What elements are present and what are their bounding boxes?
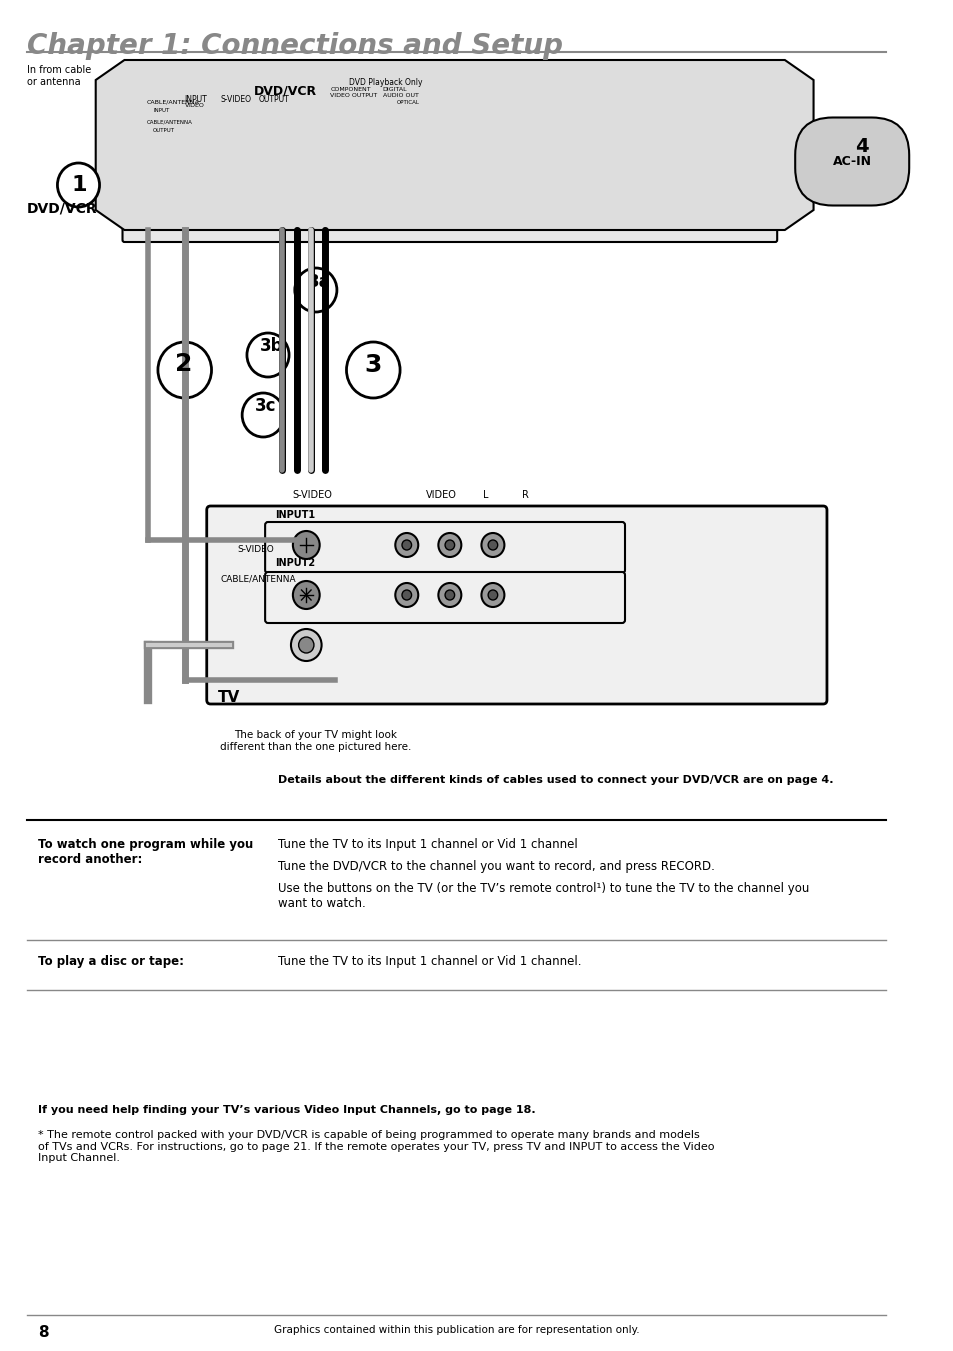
- Text: DIGITAL
AUDIO OUT: DIGITAL AUDIO OUT: [382, 86, 418, 97]
- Circle shape: [395, 534, 417, 557]
- FancyBboxPatch shape: [122, 118, 777, 242]
- Text: In from cable
or antenna: In from cable or antenna: [27, 65, 91, 86]
- Circle shape: [401, 540, 411, 550]
- Text: Chapter 1: Connections and Setup: Chapter 1: Connections and Setup: [27, 32, 562, 59]
- Text: TV: TV: [218, 690, 240, 705]
- Circle shape: [346, 342, 399, 399]
- Text: INPUT2: INPUT2: [274, 558, 314, 567]
- Text: INPUT: INPUT: [153, 108, 170, 113]
- Text: * The remote control packed with your DVD/VCR is capable of being programmed to : * The remote control packed with your DV…: [38, 1129, 714, 1163]
- Circle shape: [445, 590, 455, 600]
- Text: 4: 4: [854, 136, 867, 155]
- Circle shape: [488, 590, 497, 600]
- Text: OUTPUT: OUTPUT: [258, 95, 289, 104]
- Circle shape: [488, 540, 497, 550]
- Circle shape: [438, 534, 461, 557]
- Circle shape: [298, 638, 314, 653]
- Text: DVD/VCR: DVD/VCR: [253, 85, 316, 99]
- FancyBboxPatch shape: [265, 571, 624, 623]
- Text: The back of your TV might look
different than the one pictured here.: The back of your TV might look different…: [220, 730, 411, 751]
- Text: 1: 1: [71, 176, 87, 195]
- FancyBboxPatch shape: [265, 521, 624, 573]
- Circle shape: [247, 332, 289, 377]
- Text: Graphics contained within this publication are for representation only.: Graphics contained within this publicati…: [274, 1325, 639, 1335]
- Text: If you need help finding your TV’s various Video Input Channels, go to page 18.: If you need help finding your TV’s vario…: [38, 1105, 536, 1115]
- Text: 3: 3: [364, 353, 381, 377]
- Text: DVD Playback Only: DVD Playback Only: [349, 78, 422, 86]
- Text: CABLE/ANTENNA: CABLE/ANTENNA: [147, 120, 193, 126]
- Text: INPUT: INPUT: [185, 95, 207, 104]
- FancyBboxPatch shape: [324, 119, 479, 201]
- Text: OUTPUT: OUTPUT: [153, 128, 175, 132]
- Text: Tune the TV to its Input 1 channel or Vid 1 channel.: Tune the TV to its Input 1 channel or Vi…: [277, 955, 580, 969]
- Text: 2: 2: [175, 353, 193, 376]
- Text: VIDEO: VIDEO: [185, 103, 204, 108]
- Text: Tune the DVD/VCR to the channel you want to record, and press RECORD.: Tune the DVD/VCR to the channel you want…: [277, 861, 714, 873]
- Circle shape: [438, 584, 461, 607]
- Text: AC-IN: AC-IN: [832, 155, 871, 168]
- Circle shape: [401, 590, 411, 600]
- Circle shape: [293, 581, 319, 609]
- Text: COMPONENT
VIDEO OUTPUT: COMPONENT VIDEO OUTPUT: [330, 86, 377, 97]
- Text: S-VIDEO: S-VIDEO: [237, 544, 274, 554]
- Text: OPTICAL: OPTICAL: [396, 100, 419, 105]
- Circle shape: [158, 342, 212, 399]
- Text: L: L: [483, 490, 488, 500]
- Text: S-VIDEO: S-VIDEO: [220, 95, 251, 104]
- Circle shape: [293, 531, 319, 559]
- Text: CABLE/ANTENNA: CABLE/ANTENNA: [147, 100, 199, 105]
- Circle shape: [481, 534, 504, 557]
- Circle shape: [294, 267, 336, 312]
- Circle shape: [481, 584, 504, 607]
- Circle shape: [57, 163, 99, 207]
- Circle shape: [242, 393, 284, 436]
- Polygon shape: [95, 59, 813, 230]
- Text: To play a disc or tape:: To play a disc or tape:: [38, 955, 184, 969]
- Text: 8: 8: [38, 1325, 49, 1340]
- Text: Use the buttons on the TV (or the TV’s remote control¹) to tune the TV to the ch: Use the buttons on the TV (or the TV’s r…: [277, 882, 808, 911]
- Text: VIDEO: VIDEO: [425, 490, 456, 500]
- Text: DVD/VCR: DVD/VCR: [27, 203, 97, 216]
- FancyBboxPatch shape: [207, 507, 826, 704]
- Circle shape: [841, 135, 880, 176]
- Circle shape: [445, 540, 455, 550]
- Text: 3b: 3b: [259, 336, 283, 355]
- Text: S-VIDEO: S-VIDEO: [292, 490, 332, 500]
- Text: R: R: [521, 490, 528, 500]
- Text: INPUT1: INPUT1: [274, 509, 314, 520]
- Circle shape: [395, 584, 417, 607]
- Text: Tune the TV to its Input 1 channel or Vid 1 channel: Tune the TV to its Input 1 channel or Vi…: [277, 838, 577, 851]
- Circle shape: [291, 630, 321, 661]
- Text: Details about the different kinds of cables used to connect your DVD/VCR are on : Details about the different kinds of cab…: [277, 775, 832, 785]
- Text: 3c: 3c: [254, 397, 275, 415]
- Text: CABLE/ANTENNA: CABLE/ANTENNA: [220, 576, 295, 584]
- Text: To watch one program while you
record another:: To watch one program while you record an…: [38, 838, 253, 866]
- Text: 3a: 3a: [308, 273, 331, 290]
